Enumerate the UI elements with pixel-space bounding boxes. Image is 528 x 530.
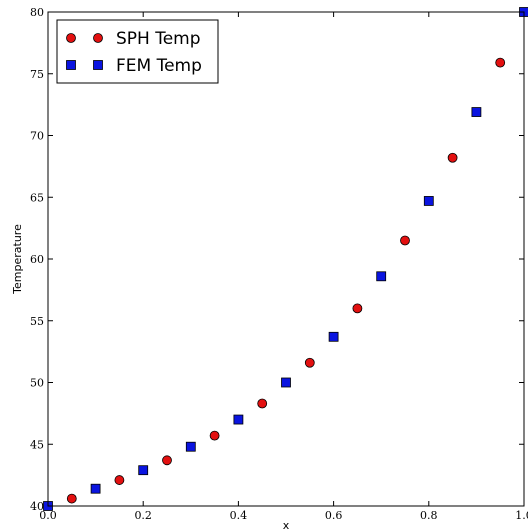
legend-label: FEM Temp — [116, 56, 202, 76]
sph-point — [304, 357, 315, 368]
legend-box — [56, 19, 219, 84]
axis-ticks: 0.0 0.2 0.4 0.6 0.8 1.0 40 45 50 55 60 65 70 75 80 — [30, 6, 528, 522]
legend-circle-marker — [66, 33, 76, 43]
x-axis-label: x — [283, 519, 290, 530]
sph-point — [352, 303, 363, 314]
x-tick-label: 0.8 — [420, 509, 438, 522]
y-axis-label: Temperature — [11, 224, 24, 295]
sph-point — [400, 235, 410, 246]
fem-point — [90, 483, 101, 494]
sph-point — [447, 152, 458, 163]
x-tick-label: 0.2 — [134, 509, 152, 522]
y-tick-label: 80 — [30, 6, 44, 19]
x-tick-label: 0.4 — [230, 509, 248, 522]
legend-circle-marker — [93, 33, 103, 43]
sph-point — [66, 493, 77, 504]
fem-point — [376, 271, 387, 282]
legend: SPH Temp FEM Temp — [56, 19, 219, 84]
sph-point — [162, 455, 172, 466]
y-tick-label: 45 — [30, 438, 44, 451]
fem-point — [138, 465, 149, 476]
y-tick-label: 75 — [30, 68, 44, 81]
legend-label: SPH Temp — [116, 29, 201, 49]
fem-point — [281, 377, 291, 388]
plot-frame — [47, 11, 525, 507]
sph-point — [495, 57, 506, 68]
y-tick-label: 40 — [30, 500, 44, 513]
sph-point — [209, 430, 220, 441]
x-tick-label: 1.0 — [515, 509, 528, 522]
sph-point — [257, 398, 268, 409]
x-tick-label: 0.6 — [325, 509, 343, 522]
y-tick-label: 50 — [30, 377, 44, 390]
fem-point — [471, 107, 482, 117]
fem-point — [185, 441, 196, 452]
fem-point — [423, 196, 434, 206]
y-tick-label: 55 — [30, 315, 44, 328]
fem-point — [233, 414, 244, 425]
fem-point — [328, 331, 339, 342]
legend-square-marker — [93, 60, 103, 70]
legend-square-marker — [66, 60, 76, 70]
y-tick-label: 65 — [30, 191, 44, 204]
x-tick-label: 0.0 — [39, 509, 57, 522]
sph-point — [114, 475, 125, 485]
y-tick-label: 60 — [30, 253, 44, 266]
y-tick-label: 70 — [30, 130, 44, 143]
